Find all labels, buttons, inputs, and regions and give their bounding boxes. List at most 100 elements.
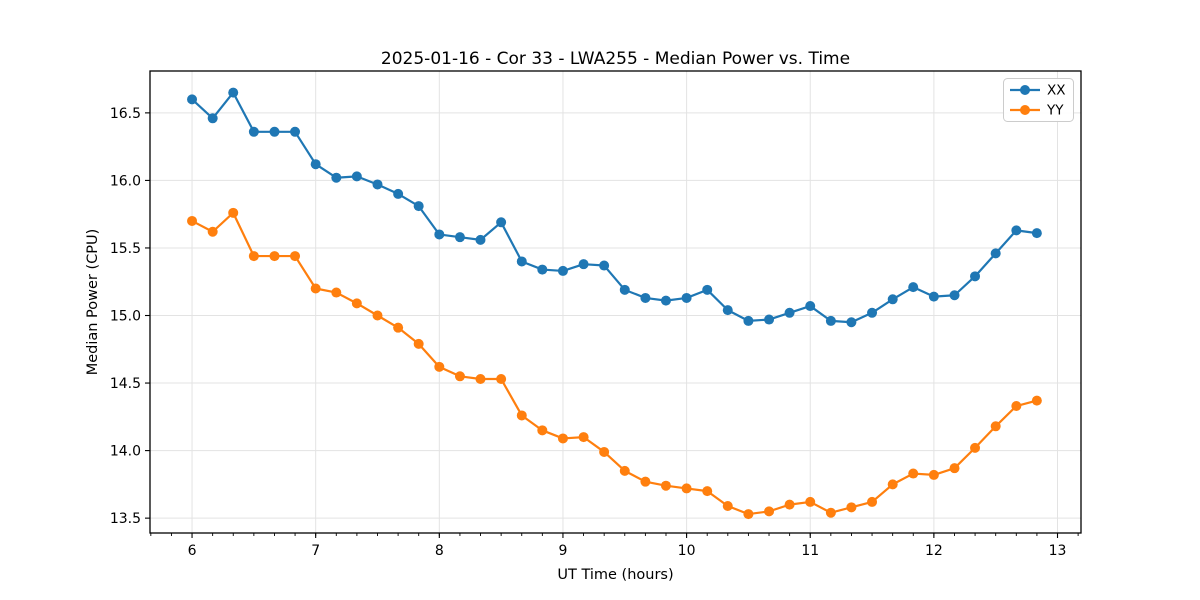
data-point-yy [557,433,568,444]
data-point-yy [681,483,692,494]
data-point-yy [310,283,321,294]
data-point-yy [290,251,301,262]
data-point-yy [599,446,610,457]
data-point-yy [825,507,836,518]
data-point-yy [187,215,198,226]
series-layer [187,87,1042,520]
data-point-xx [599,260,610,271]
x-tick-label: 6 [188,543,197,559]
data-point-yy [640,476,651,487]
data-point-yy [454,371,465,382]
data-point-xx [228,87,239,98]
data-point-xx [351,171,362,182]
y-axis-label: Median Power (CPU) [85,229,101,376]
y-tick-label: 14.5 [110,376,141,392]
data-point-yy [331,287,342,298]
data-point-xx [867,307,878,318]
data-point-xx [413,201,424,212]
x-tick-label: 9 [558,543,567,559]
series-line-yy [191,211,1038,516]
data-point-yy [660,480,671,491]
data-point-xx [660,295,671,306]
data-point-yy [434,361,445,372]
x-tick-label: 13 [1049,543,1067,559]
data-point-yy [207,226,218,237]
data-point-yy [578,432,589,443]
data-point-yy [764,506,775,517]
x-axis-label: UT Time (hours) [557,567,673,583]
y-tick-label: 14.0 [110,444,141,460]
data-point-yy [351,298,362,309]
data-point-yy [496,374,507,384]
data-point-yy [784,499,795,510]
x-tick-label: 11 [801,543,819,559]
chart-title: 2025-01-16 - Cor 33 - LWA255 - Median Po… [381,49,850,69]
data-point-xx [290,126,301,137]
data-point-xx [681,292,692,303]
data-point-yy [393,322,404,333]
data-point-xx [970,271,981,282]
data-point-yy [475,374,486,384]
data-point-yy [413,338,424,349]
data-point-xx [619,284,630,295]
data-point-xx [434,229,445,240]
data-point-yy [928,469,939,480]
data-point-xx [331,172,342,183]
data-point-xx [269,126,280,137]
data-point-yy [908,468,919,479]
data-point-xx [454,232,465,243]
data-point-xx [310,159,321,170]
data-point-xx [1031,228,1042,239]
data-point-yy [887,479,898,490]
data-point-yy [1011,401,1022,412]
data-point-xx [743,315,754,326]
data-point-yy [1031,395,1042,406]
data-point-xx [496,217,507,228]
x-tick-label: 8 [435,543,444,559]
data-point-xx [475,234,486,245]
data-point-xx [784,307,795,318]
data-point-xx [372,179,383,190]
data-point-yy [248,251,259,262]
data-point-yy [722,500,733,511]
data-point-xx [702,284,713,295]
data-point-xx [928,291,939,302]
legend-label-xx: XX [1047,83,1066,99]
data-point-xx [557,265,568,276]
data-point-xx [908,282,919,293]
x-tick-label: 10 [678,543,696,559]
data-point-yy [702,486,713,497]
data-point-xx [949,290,960,301]
x-tick-label: 12 [925,543,943,559]
data-point-xx [393,188,404,199]
data-point-yy [990,421,1001,432]
data-point-yy [743,509,754,520]
data-point-yy [228,207,239,218]
data-point-xx [640,292,651,303]
y-tick-label: 15.0 [110,309,141,325]
data-point-xx [764,314,775,325]
legend-label-yy: YY [1046,103,1064,119]
legend-sample-yy [1010,105,1040,115]
data-point-yy [867,496,878,507]
data-point-xx [516,256,527,267]
y-tick-label: 15.5 [110,241,141,257]
data-point-yy [619,465,630,476]
plot-border [149,70,1082,534]
data-point-xx [825,315,836,326]
data-point-yy [516,410,527,421]
legend: XX YY [1003,78,1074,122]
data-point-xx [537,264,548,275]
data-point-xx [578,259,589,270]
data-point-yy [846,502,857,513]
data-point-xx [1011,225,1022,236]
data-point-xx [846,317,857,328]
data-point-yy [949,463,960,474]
y-tick-label: 13.5 [110,511,141,527]
data-point-xx [207,113,218,124]
data-point-xx [990,248,1001,259]
legend-sample-xx [1010,85,1040,95]
data-point-xx [887,294,898,305]
